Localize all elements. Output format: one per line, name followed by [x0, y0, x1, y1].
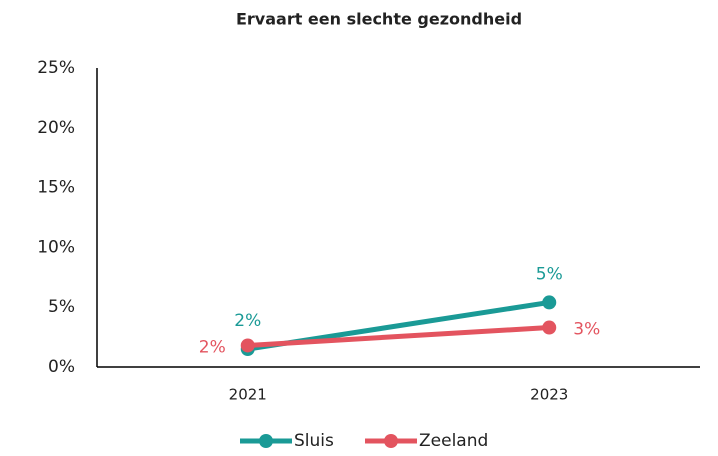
y-tick-label: 5%	[48, 297, 75, 317]
y-tick-label: 25%	[37, 58, 75, 78]
legend-label: Zeeland	[419, 431, 488, 451]
data-label: 5%	[536, 264, 563, 284]
chart-title: Ervaart een slechte gezondheid	[236, 10, 522, 29]
data-label: 3%	[573, 320, 600, 340]
y-tick-label: 10%	[37, 237, 75, 257]
data-label: 2%	[199, 337, 226, 357]
y-tick-label: 0%	[48, 357, 75, 377]
x-tick-label: 2021	[229, 386, 267, 404]
y-tick-label: 15%	[37, 178, 75, 198]
line	[247, 325, 550, 348]
point	[542, 320, 557, 335]
y-tick-label: 20%	[37, 118, 75, 138]
legend-label: Sluis	[294, 431, 334, 451]
legend-marker	[259, 434, 273, 448]
x-tick-label: 2023	[530, 386, 568, 404]
point	[240, 338, 255, 353]
data-label: 2%	[234, 311, 261, 331]
point	[542, 295, 557, 310]
legend-marker	[384, 434, 398, 448]
